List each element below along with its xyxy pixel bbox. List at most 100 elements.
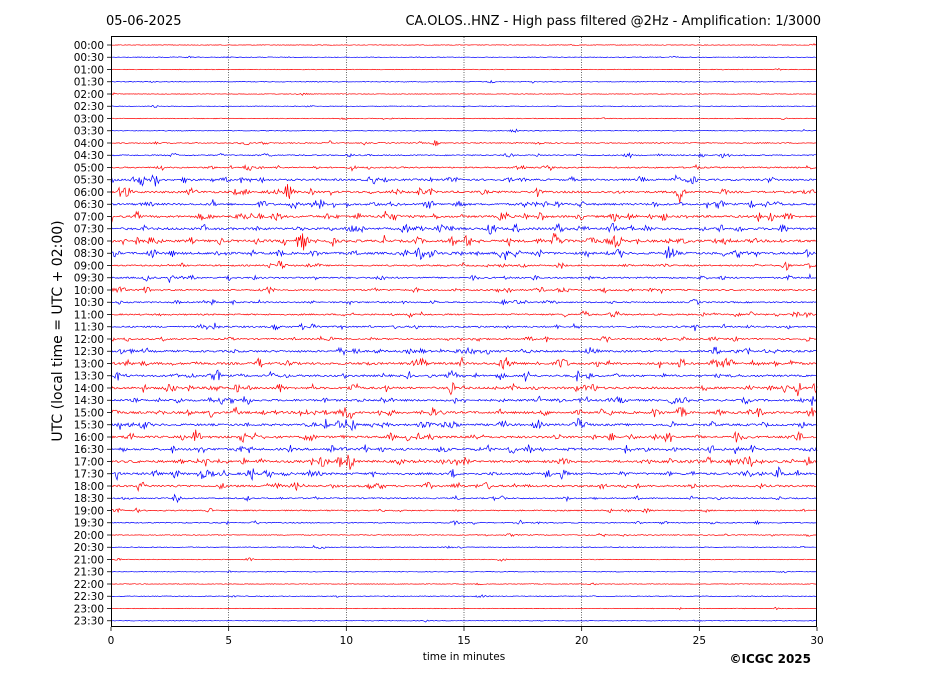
trace-row-0800 — [110, 232, 818, 251]
y-tick-label: 07:00 — [74, 211, 104, 223]
y-tick-label: 00:00 — [74, 40, 104, 52]
x-tick-label: 0 — [108, 635, 115, 647]
y-tick-label: 22:00 — [74, 579, 104, 591]
trace-row-0830 — [110, 246, 818, 261]
y-tick-label: 02:00 — [74, 89, 104, 101]
chart-title: CA.OLOS..HNZ - High pass filtered @2Hz -… — [405, 14, 821, 29]
trace-row-0700 — [110, 210, 818, 223]
trace-row-0130 — [111, 79, 818, 84]
y-tick-label: 08:30 — [74, 248, 104, 260]
trace-row-0900 — [110, 260, 818, 271]
y-tick-label: 05:30 — [74, 175, 104, 187]
seismogram-traces — [110, 43, 818, 623]
y-tick-label: 21:00 — [74, 554, 104, 566]
trace-row-0630 — [111, 199, 817, 210]
trace-row-2000 — [110, 532, 818, 538]
trace-row-0930 — [110, 273, 818, 283]
y-tick-label: 04:00 — [74, 138, 104, 150]
y-tick-label: 07:30 — [74, 224, 104, 236]
y-tick-label: 10:00 — [74, 285, 104, 297]
y-tick-label: 15:00 — [74, 407, 104, 419]
trace-row-2200 — [110, 582, 818, 586]
y-axis-label: UTC (local time = UTC + 02:00) — [50, 220, 66, 441]
trace-row-0300 — [110, 117, 818, 121]
y-tick-label: 20:00 — [74, 530, 104, 542]
trace-row-1800 — [110, 481, 818, 492]
y-tick-label: 14:00 — [74, 383, 104, 395]
y-tick-label: 04:30 — [74, 150, 104, 162]
x-tick-label: 5 — [225, 635, 232, 647]
copyright-label: ©ICGC 2025 — [729, 652, 811, 666]
trace-row-0430 — [110, 152, 818, 159]
trace-row-0100 — [110, 68, 818, 71]
y-tick-label: 15:30 — [74, 420, 104, 432]
y-tick-label: 01:00 — [74, 64, 104, 76]
trace-row-1230 — [110, 346, 818, 356]
trace-row-0530 — [110, 174, 818, 187]
trace-row-0000 — [110, 43, 817, 46]
trace-row-0500 — [110, 163, 818, 172]
trace-row-1430 — [110, 395, 818, 406]
date-label: 05-06-2025 — [106, 14, 182, 29]
y-tick-label: 10:30 — [74, 297, 104, 309]
y-tick-label: 12:30 — [74, 346, 104, 358]
trace-row-1130 — [110, 322, 818, 332]
y-tick-label: 23:00 — [74, 603, 104, 615]
x-tick-label: 20 — [575, 635, 588, 647]
trace-row-2100 — [110, 557, 818, 562]
y-tick-label: 12:00 — [74, 334, 104, 346]
trace-row-1200 — [110, 335, 818, 343]
y-tick-label: 03:00 — [74, 113, 104, 125]
trace-row-1930 — [110, 519, 818, 526]
trace-row-2330 — [110, 619, 817, 623]
y-tick-label: 17:30 — [74, 469, 104, 481]
vertical-gridlines — [228, 37, 700, 627]
trace-row-1530 — [110, 417, 818, 432]
trace-row-0200 — [110, 92, 818, 96]
y-tick-label: 06:30 — [74, 199, 104, 211]
trace-row-0330 — [110, 128, 818, 133]
plot-frame — [111, 36, 817, 627]
y-tick-label: 21:30 — [74, 567, 104, 579]
y-tick-label: 01:30 — [74, 77, 104, 89]
trace-row-0400 — [110, 140, 818, 147]
trace-row-1600 — [110, 429, 818, 444]
y-tick-label: 06:00 — [74, 187, 104, 199]
trace-row-0730 — [110, 222, 818, 235]
y-tick-label: 05:00 — [74, 162, 104, 174]
trace-row-1730 — [110, 466, 818, 482]
y-tick-label: 02:30 — [74, 101, 104, 113]
trace-row-0230 — [111, 104, 818, 108]
trace-row-1330 — [110, 369, 818, 382]
y-tick-label: 22:30 — [74, 591, 104, 603]
y-tick-label: 09:00 — [74, 260, 104, 272]
trace-row-1100 — [110, 310, 818, 319]
x-axis-ticks: 0 5 10 15 20 25 30 — [108, 627, 824, 647]
trace-row-1830 — [110, 493, 818, 504]
y-tick-label: 09:30 — [74, 273, 104, 285]
trace-row-1000 — [110, 286, 818, 295]
y-tick-label: 16:30 — [74, 444, 104, 456]
y-tick-label: 11:30 — [74, 322, 104, 334]
x-tick-label: 15 — [457, 635, 470, 647]
trace-row-2230 — [111, 594, 817, 598]
y-tick-label: 19:00 — [74, 505, 104, 517]
y-tick-label: 08:00 — [74, 236, 104, 248]
trace-row-1300 — [110, 356, 818, 371]
y-tick-label: 18:30 — [74, 493, 104, 505]
trace-row-2130 — [110, 570, 818, 574]
trace-row-1400 — [110, 381, 818, 397]
y-tick-label: 19:30 — [74, 518, 104, 530]
y-tick-label: 14:30 — [74, 395, 104, 407]
trace-row-2030 — [110, 544, 818, 550]
x-tick-label: 10 — [340, 635, 353, 647]
x-tick-label: 30 — [810, 635, 823, 647]
y-tick-label: 20:30 — [74, 542, 104, 554]
y-tick-label: 18:00 — [74, 481, 104, 493]
trace-row-1700 — [110, 454, 818, 470]
trace-row-0030 — [110, 55, 818, 59]
trace-row-0600 — [110, 183, 818, 203]
y-tick-label: 13:30 — [74, 371, 104, 383]
trace-row-1030 — [110, 298, 818, 306]
